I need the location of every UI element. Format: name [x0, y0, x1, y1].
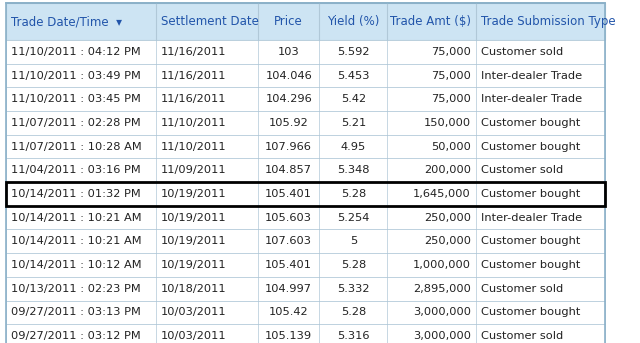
Text: 11/10/2011 : 03:45 PM: 11/10/2011 : 03:45 PM [11, 94, 141, 104]
Text: 11/10/2011: 11/10/2011 [161, 118, 227, 128]
Text: Yield (%): Yield (%) [327, 15, 380, 28]
Text: 5.42: 5.42 [340, 94, 366, 104]
Text: 107.966: 107.966 [265, 142, 312, 152]
Text: Customer sold: Customer sold [481, 165, 563, 175]
Text: 105.139: 105.139 [265, 331, 312, 341]
Text: Customer bought: Customer bought [481, 118, 580, 128]
Text: 104.046: 104.046 [265, 71, 312, 81]
Text: 105.401: 105.401 [265, 260, 312, 270]
Bar [6, 87, 605, 111]
Text: 11/10/2011 : 03:49 PM: 11/10/2011 : 03:49 PM [11, 71, 141, 81]
Text: Customer bought: Customer bought [481, 307, 580, 317]
Bar [6, 324, 605, 343]
Text: 10/14/2011 : 10:21 AM: 10/14/2011 : 10:21 AM [11, 213, 141, 223]
Text: Customer sold: Customer sold [481, 284, 563, 294]
Bar [6, 158, 605, 182]
Bar [6, 182, 605, 206]
Text: 3,000,000: 3,000,000 [413, 331, 471, 341]
Bar [6, 229, 605, 253]
Text: Customer bought: Customer bought [481, 189, 580, 199]
Text: 150,000: 150,000 [424, 118, 471, 128]
Text: 11/04/2011 : 03:16 PM: 11/04/2011 : 03:16 PM [11, 165, 141, 175]
Text: 1,000,000: 1,000,000 [413, 260, 471, 270]
Text: Customer sold: Customer sold [481, 331, 563, 341]
Bar [6, 64, 605, 87]
Text: 11/16/2011: 11/16/2011 [161, 94, 227, 104]
Text: Trade Submission Type: Trade Submission Type [481, 15, 616, 28]
Text: 5.348: 5.348 [337, 165, 369, 175]
Text: 10/19/2011: 10/19/2011 [161, 236, 227, 246]
Text: 09/27/2011 : 03:13 PM: 09/27/2011 : 03:13 PM [11, 307, 141, 317]
Text: Inter-dealer Trade: Inter-dealer Trade [481, 213, 582, 223]
Text: 10/14/2011 : 10:21 AM: 10/14/2011 : 10:21 AM [11, 236, 141, 246]
Text: 105.603: 105.603 [265, 213, 312, 223]
Text: 10/13/2011 : 02:23 PM: 10/13/2011 : 02:23 PM [11, 284, 141, 294]
Text: 2,895,000: 2,895,000 [413, 284, 471, 294]
Text: 5.28: 5.28 [340, 189, 366, 199]
Text: 11/10/2011 : 04:12 PM: 11/10/2011 : 04:12 PM [11, 47, 141, 57]
Text: 75,000: 75,000 [431, 47, 471, 57]
Text: 200,000: 200,000 [424, 165, 471, 175]
Text: 09/27/2011 : 03:12 PM: 09/27/2011 : 03:12 PM [11, 331, 141, 341]
Text: 11/10/2011: 11/10/2011 [161, 142, 227, 152]
Text: 50,000: 50,000 [431, 142, 471, 152]
Text: 5.316: 5.316 [337, 331, 369, 341]
Text: 5.592: 5.592 [337, 47, 369, 57]
Bar [6, 300, 605, 324]
Text: 10/03/2011: 10/03/2011 [161, 307, 227, 317]
Text: 10/14/2011 : 10:12 AM: 10/14/2011 : 10:12 AM [11, 260, 141, 270]
Text: 5.28: 5.28 [340, 260, 366, 270]
Text: 10/03/2011: 10/03/2011 [161, 331, 227, 341]
Text: 105.42: 105.42 [269, 307, 308, 317]
Text: 104.997: 104.997 [265, 284, 312, 294]
Text: 105.401: 105.401 [265, 189, 312, 199]
Text: 1,645,000: 1,645,000 [413, 189, 471, 199]
Text: 105.92: 105.92 [269, 118, 308, 128]
Text: 75,000: 75,000 [431, 94, 471, 104]
Text: 107.603: 107.603 [265, 236, 312, 246]
Bar [6, 40, 605, 64]
Bar [6, 111, 605, 135]
Text: 11/07/2011 : 10:28 AM: 11/07/2011 : 10:28 AM [11, 142, 141, 152]
Bar [6, 135, 605, 158]
Text: 5.254: 5.254 [337, 213, 369, 223]
Text: 10/19/2011: 10/19/2011 [161, 213, 227, 223]
Text: 5.332: 5.332 [337, 284, 369, 294]
Text: 10/19/2011: 10/19/2011 [161, 260, 227, 270]
Text: 10/14/2011 : 01:32 PM: 10/14/2011 : 01:32 PM [11, 189, 141, 199]
Text: Customer bought: Customer bought [481, 236, 580, 246]
Text: 10/18/2011: 10/18/2011 [161, 284, 227, 294]
Text: 104.296: 104.296 [265, 94, 312, 104]
Text: Price: Price [275, 15, 303, 28]
Text: 4.95: 4.95 [340, 142, 366, 152]
Text: 104.857: 104.857 [265, 165, 312, 175]
Text: 5.453: 5.453 [337, 71, 369, 81]
Bar [6, 206, 605, 229]
Text: 5: 5 [349, 236, 357, 246]
Text: 5.28: 5.28 [340, 307, 366, 317]
Text: 103: 103 [278, 47, 300, 57]
Text: 250,000: 250,000 [424, 236, 471, 246]
Text: Trade Date/Time  ▾: Trade Date/Time ▾ [11, 15, 122, 28]
Text: 11/09/2011: 11/09/2011 [161, 165, 227, 175]
Text: 11/16/2011: 11/16/2011 [161, 47, 227, 57]
Text: 11/16/2011: 11/16/2011 [161, 71, 227, 81]
Bar [6, 253, 605, 277]
Text: Customer bought: Customer bought [481, 260, 580, 270]
Text: 75,000: 75,000 [431, 71, 471, 81]
Text: Settlement Date: Settlement Date [161, 15, 259, 28]
Text: 10/19/2011: 10/19/2011 [161, 189, 227, 199]
Text: Customer sold: Customer sold [481, 47, 563, 57]
Text: 11/07/2011 : 02:28 PM: 11/07/2011 : 02:28 PM [11, 118, 141, 128]
Text: 3,000,000: 3,000,000 [413, 307, 471, 317]
Text: Inter-dealer Trade: Inter-dealer Trade [481, 94, 582, 104]
Text: Customer bought: Customer bought [481, 142, 580, 152]
Text: Trade Amt ($): Trade Amt ($) [390, 15, 471, 28]
Bar [6, 182, 605, 206]
Text: 5.21: 5.21 [340, 118, 366, 128]
Text: Inter-dealer Trade: Inter-dealer Trade [481, 71, 582, 81]
Text: 250,000: 250,000 [424, 213, 471, 223]
Bar [6, 277, 605, 300]
